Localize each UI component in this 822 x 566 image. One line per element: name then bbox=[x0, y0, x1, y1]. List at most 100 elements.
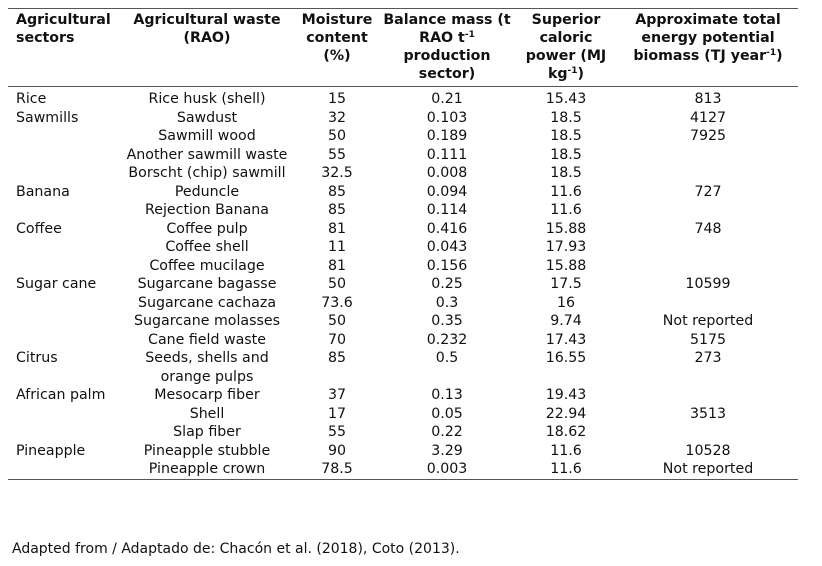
header-caloric-tail: ) bbox=[577, 66, 585, 82]
cell-balance: 0.003 bbox=[426, 461, 468, 477]
table-row: Shell 17 0.05 22.94 3513 bbox=[8, 405, 798, 424]
cell-caloric: 18.5 bbox=[550, 109, 582, 126]
cell-moisture: 32.5 bbox=[321, 165, 353, 181]
cell-waste: Seeds, shells and orange pulps bbox=[145, 350, 269, 385]
table-row: Rice Rice husk (shell) 15 0.21 15.43 813 bbox=[8, 87, 798, 109]
cell-caloric: 16 bbox=[556, 294, 576, 311]
cell-moisture: 50 bbox=[327, 128, 347, 144]
cell-moisture: 55 bbox=[327, 146, 347, 163]
cell-moisture: 70 bbox=[327, 331, 347, 348]
table-row: Sugarcane cachaza 73.6 0.3 16 bbox=[8, 294, 798, 313]
cell-balance: 0.05 bbox=[431, 405, 463, 422]
cell-moisture: 90 bbox=[327, 442, 347, 459]
cell-balance: 0.043 bbox=[426, 239, 468, 255]
cell-caloric: 17.93 bbox=[545, 239, 587, 255]
cell-balance: 0.008 bbox=[426, 165, 468, 181]
cell-waste: Cane field waste bbox=[148, 331, 266, 348]
cell-sector bbox=[8, 405, 120, 424]
header-energy-text: Approximate total energy potential bioma… bbox=[633, 12, 781, 64]
table-row: Cane field waste 70 0.232 17.43 5175 bbox=[8, 331, 798, 350]
header-energy-tail: ) bbox=[776, 48, 783, 64]
cell-caloric: 11.6 bbox=[550, 202, 582, 218]
cell-sector: Coffee bbox=[16, 220, 62, 237]
cell-waste: Coffee mucilage bbox=[149, 257, 265, 274]
cell-balance: 0.416 bbox=[426, 220, 468, 237]
cell-energy: 273 bbox=[694, 350, 722, 366]
cell-energy: 5175 bbox=[689, 331, 727, 348]
header-sector: Agricultural sectors bbox=[16, 12, 111, 46]
cell-caloric: 15.88 bbox=[545, 220, 587, 237]
cell-sector: Rice bbox=[16, 91, 47, 107]
cell-moisture: 37 bbox=[327, 387, 347, 403]
cell-energy: 813 bbox=[694, 91, 722, 107]
cell-waste: Another sawmill waste bbox=[126, 146, 288, 163]
header-balance-sup: -1 bbox=[464, 30, 475, 40]
header-balance-tail: production sector) bbox=[403, 48, 491, 82]
cell-energy bbox=[618, 238, 798, 257]
cell-waste: Borscht (chip) sawmill bbox=[128, 165, 286, 181]
header-balance-text: Balance mass (t RAO t bbox=[383, 12, 511, 46]
cell-moisture: 50 bbox=[327, 313, 347, 329]
table-row: Sugar cane Sugarcane bagasse 50 0.25 17.5 105… bbox=[8, 275, 798, 294]
cell-moisture: 73.6 bbox=[321, 294, 353, 311]
cell-energy: 10599 bbox=[685, 276, 731, 292]
cell-waste: Sugarcane molasses bbox=[134, 313, 280, 329]
cell-caloric: 18.62 bbox=[545, 424, 587, 440]
cell-caloric: 15.43 bbox=[545, 91, 587, 107]
cell-balance: 0.3 bbox=[435, 294, 459, 311]
cell-caloric: 17.5 bbox=[550, 276, 582, 292]
header-caloric: Superior caloric power (MJ kg-1) bbox=[514, 9, 618, 87]
table-row: Another sawmill waste 55 0.111 18.5 bbox=[8, 146, 798, 165]
cell-balance: 0.22 bbox=[431, 424, 463, 440]
cell-caloric: 11.6 bbox=[550, 183, 582, 200]
header-balance: Balance mass (t RAO t-1 production secto… bbox=[380, 9, 514, 87]
cell-balance: 0.114 bbox=[426, 202, 468, 218]
cell-moisture: 81 bbox=[327, 220, 347, 237]
cell-energy bbox=[618, 386, 798, 405]
cell-caloric: 15.88 bbox=[545, 257, 587, 274]
table-row: Pineapple crown 78.5 0.003 11.6 Not reported bbox=[8, 460, 798, 479]
cell-energy: 727 bbox=[694, 183, 722, 200]
cell-energy bbox=[618, 201, 798, 220]
cell-waste: Shell bbox=[189, 405, 225, 422]
cell-moisture: 78.5 bbox=[321, 461, 353, 477]
table-row: Coffee mucilage 81 0.156 15.88 bbox=[8, 257, 798, 276]
cell-caloric: 11.6 bbox=[550, 442, 582, 459]
cell-caloric: 18.5 bbox=[550, 128, 582, 144]
cell-caloric: 18.5 bbox=[550, 165, 582, 181]
cell-sector bbox=[8, 423, 120, 442]
cell-caloric: 11.6 bbox=[550, 461, 582, 477]
cell-moisture: 81 bbox=[327, 257, 347, 274]
header-energy-sup: -1 bbox=[766, 48, 777, 58]
table-row: Citrus Seeds, shells and orange pulps 85 0.… bbox=[8, 349, 798, 386]
cell-sector bbox=[8, 146, 120, 165]
cell-moisture: 55 bbox=[327, 424, 347, 440]
header-energy: Approximate total energy potential bioma… bbox=[618, 9, 798, 87]
cell-balance: 0.232 bbox=[426, 331, 468, 348]
cell-caloric: 17.43 bbox=[545, 331, 587, 348]
table-row: Rejection Banana 85 0.114 11.6 bbox=[8, 201, 798, 220]
cell-balance: 0.35 bbox=[431, 313, 463, 329]
table-row: African palm Mesocarp fiber 37 0.13 19.43 bbox=[8, 386, 798, 405]
header-caloric-text: Superior caloric power (MJ kg bbox=[525, 12, 607, 82]
table-row: Sugarcane molasses 50 0.35 9.74 Not reported bbox=[8, 312, 798, 331]
cell-balance: 0.5 bbox=[435, 350, 459, 366]
table-row: Sawmills Sawdust 32 0.103 18.5 4127 bbox=[8, 109, 798, 128]
cell-energy bbox=[618, 423, 798, 442]
cell-sector: Pineapple bbox=[16, 442, 86, 459]
cell-sector: Sawmills bbox=[16, 109, 79, 126]
cell-energy bbox=[618, 294, 798, 313]
table-row: Slap fiber 55 0.22 18.62 bbox=[8, 423, 798, 442]
cell-balance: 0.13 bbox=[431, 387, 463, 403]
cell-sector: African palm bbox=[16, 387, 106, 403]
cell-sector bbox=[8, 201, 120, 220]
header-caloric-sup: -1 bbox=[567, 66, 578, 76]
header-moisture: Moisture content (%) bbox=[301, 12, 373, 64]
cell-moisture: 50 bbox=[327, 276, 347, 292]
source-note: Adapted from / Adaptado de: Chacón et al… bbox=[12, 541, 460, 557]
table-row: Sawmill wood 50 0.189 18.5 7925 bbox=[8, 127, 798, 146]
table-row: Borscht (chip) sawmill 32.5 0.008 18.5 bbox=[8, 164, 798, 183]
cell-caloric: 22.94 bbox=[545, 405, 587, 422]
cell-sector bbox=[8, 331, 120, 350]
cell-sector bbox=[8, 238, 120, 257]
